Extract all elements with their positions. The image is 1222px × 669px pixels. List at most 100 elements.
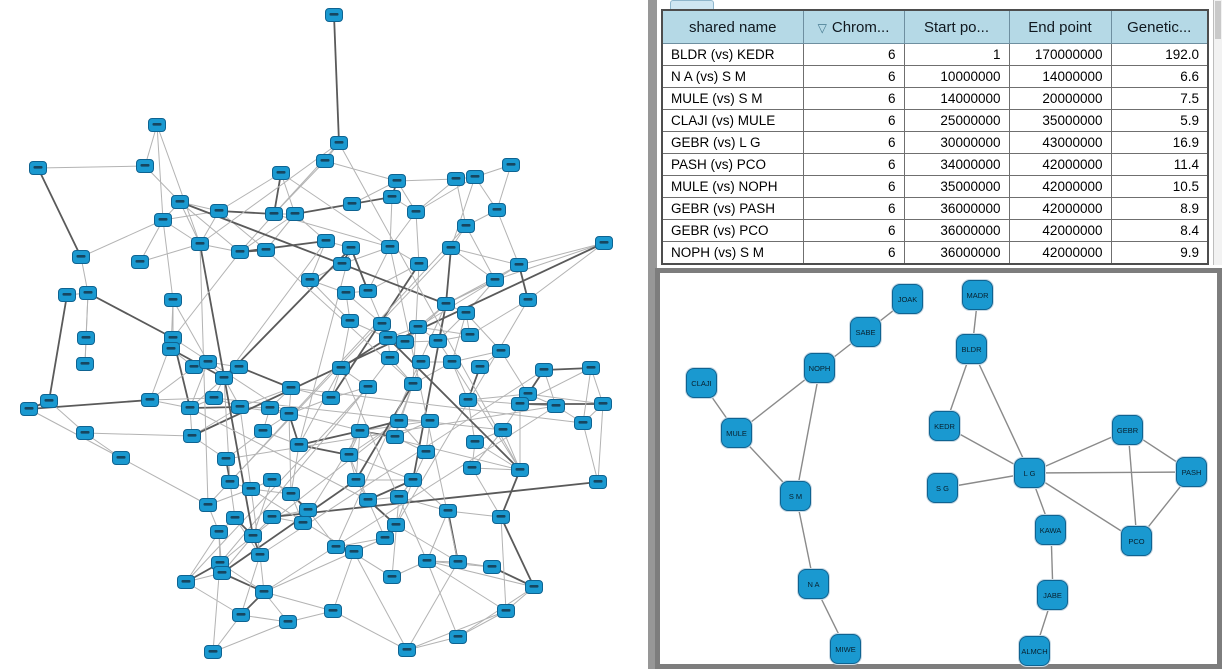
network-node-SABE[interactable]: SABE bbox=[850, 317, 881, 347]
column-header-0[interactable]: shared name bbox=[661, 9, 804, 44]
graph-node-label bbox=[383, 336, 393, 339]
graph-node-label bbox=[219, 376, 229, 379]
network-node-MULE[interactable]: MULE bbox=[721, 418, 752, 448]
network-node-MIWE[interactable]: MIWE bbox=[830, 634, 861, 664]
network-node-MADR[interactable]: MADR bbox=[962, 280, 993, 310]
graph-node-label bbox=[451, 177, 461, 180]
table-row[interactable]: GEBR (vs) L G 6 30000000 43000000 16.9 bbox=[661, 131, 1209, 154]
network-node-ALMCH[interactable]: ALMCH bbox=[1019, 636, 1050, 666]
table-row[interactable]: BLDR (vs) KEDR 6 1 170000000 192.0 bbox=[661, 43, 1209, 66]
network-node-KEDR[interactable]: KEDR bbox=[929, 411, 960, 441]
table-cell: 6 bbox=[802, 241, 905, 265]
network-node-JABE[interactable]: JABE bbox=[1037, 580, 1068, 610]
column-header-2[interactable]: Start po... bbox=[903, 9, 1010, 44]
graph-node-label bbox=[578, 421, 588, 424]
column-header-1[interactable]: ▽ Chrom... bbox=[802, 9, 905, 44]
scrollbar-thumb[interactable] bbox=[1215, 1, 1221, 39]
graph-node-label bbox=[230, 516, 240, 519]
network-node-label: JOAK bbox=[897, 294, 918, 304]
table-cell: 192.0 bbox=[1110, 43, 1209, 66]
network-node-LG[interactable]: L G bbox=[1014, 458, 1045, 488]
network-edge-LG-PCO[interactable] bbox=[1029, 472, 1138, 542]
graph-node-label bbox=[80, 362, 90, 365]
network-node-BLDR[interactable]: BLDR bbox=[956, 334, 987, 364]
graph-node-label bbox=[475, 365, 485, 368]
network-node-CLAJI[interactable]: CLAJI bbox=[686, 368, 717, 398]
graph-edge bbox=[394, 383, 414, 438]
table-row[interactable]: GEBR (vs) PCO 6 36000000 42000000 8.4 bbox=[661, 219, 1209, 242]
network-node-NOPH[interactable]: NOPH bbox=[804, 353, 835, 383]
graph-node-label bbox=[246, 487, 256, 490]
graph-edge bbox=[156, 124, 201, 245]
graph-edge bbox=[239, 240, 327, 253]
graph-edge bbox=[252, 479, 273, 537]
network-node-label: L G bbox=[1023, 468, 1036, 478]
graph-node-label bbox=[158, 218, 168, 221]
graph-edge bbox=[391, 496, 400, 578]
graph-node-label bbox=[24, 407, 34, 410]
column-header-4[interactable]: Genetic... bbox=[1110, 9, 1209, 44]
table-row[interactable]: PASH (vs) PCO 6 34000000 42000000 11.4 bbox=[661, 153, 1209, 176]
network-node-PCO[interactable]: PCO bbox=[1121, 526, 1152, 556]
graph-node-label bbox=[341, 291, 351, 294]
network-edge-NOPH-SM[interactable] bbox=[795, 367, 821, 497]
table-cell: 6 bbox=[802, 43, 905, 66]
table-row[interactable]: N A (vs) S M 6 10000000 14000000 6.6 bbox=[661, 65, 1209, 88]
graph-node-label bbox=[215, 561, 225, 564]
table-row[interactable]: MULE (vs) S M 6 14000000 20000000 7.5 bbox=[661, 87, 1209, 110]
table-row[interactable]: GEBR (vs) PASH 6 36000000 42000000 8.9 bbox=[661, 197, 1209, 220]
network-node-KAWA[interactable]: KAWA bbox=[1035, 515, 1066, 545]
graph-node-label bbox=[551, 404, 561, 407]
graph-node-label bbox=[390, 435, 400, 438]
network-edge-LG-PASH[interactable] bbox=[1029, 471, 1193, 474]
graph-edge bbox=[263, 537, 386, 593]
table-row[interactable]: NOPH (vs) S M 6 36000000 42000000 9.9 bbox=[661, 241, 1209, 265]
network-node-label: GEBR bbox=[1116, 425, 1139, 435]
table-tab[interactable] bbox=[670, 0, 714, 9]
large-network-canvas[interactable] bbox=[0, 0, 648, 669]
graph-edge bbox=[415, 176, 476, 213]
table-scrollbar[interactable] bbox=[1213, 0, 1222, 265]
network-node-GEBR[interactable]: GEBR bbox=[1112, 415, 1143, 445]
network-node-PASH[interactable]: PASH bbox=[1176, 457, 1207, 487]
graph-node-label bbox=[187, 434, 197, 437]
network-node-SG[interactable]: S G bbox=[927, 473, 958, 503]
graph-node-label bbox=[506, 163, 516, 166]
graph-node-label bbox=[329, 13, 339, 16]
network-node-SM[interactable]: S M bbox=[780, 481, 811, 511]
table-row[interactable]: MULE (vs) NOPH 6 35000000 42000000 10.5 bbox=[661, 175, 1209, 198]
graph-node-label bbox=[214, 209, 224, 212]
network-node-JOAK[interactable]: JOAK bbox=[892, 284, 923, 314]
graph-node-label bbox=[422, 559, 432, 562]
network-node-NA[interactable]: N A bbox=[798, 569, 829, 599]
graph-node-label bbox=[181, 580, 191, 583]
graph-node-label bbox=[391, 523, 401, 526]
graph-edge bbox=[294, 203, 353, 215]
graph-node-label bbox=[336, 366, 346, 369]
graph-node-label bbox=[286, 492, 296, 495]
graph-node-label bbox=[80, 431, 90, 434]
graph-node-label bbox=[235, 250, 245, 253]
graph-edge bbox=[162, 219, 174, 301]
network-edge-LG-GEBR[interactable] bbox=[1029, 429, 1129, 474]
network-node-label: PCO bbox=[1128, 536, 1145, 546]
network-node-label: S G bbox=[936, 483, 949, 493]
column-header-label: End point bbox=[1028, 18, 1092, 36]
table-cell: GEBR (vs) PCO bbox=[661, 219, 804, 242]
main-network-panel[interactable] bbox=[0, 0, 648, 669]
network-edge-BLDR-LG[interactable] bbox=[971, 348, 1031, 474]
table-cell: 1 bbox=[903, 43, 1010, 66]
graph-edge bbox=[298, 430, 361, 446]
graph-node-label bbox=[276, 171, 286, 174]
graph-edge bbox=[156, 124, 164, 221]
graph-node-label bbox=[463, 398, 473, 401]
column-header-3[interactable]: End point bbox=[1008, 9, 1112, 44]
network-edge-GEBR-PCO[interactable] bbox=[1127, 429, 1138, 542]
graph-node-label bbox=[441, 302, 451, 305]
table-cell: NOPH (vs) S M bbox=[661, 241, 804, 265]
graph-edge bbox=[457, 586, 535, 638]
graph-edge bbox=[426, 560, 535, 588]
filtered-network-panel[interactable]: JOAK MADR SABE NOPH BLDR CLAJI MULE KEDR GEBR L G… bbox=[655, 268, 1222, 669]
table-row[interactable]: CLAJI (vs) MULE 6 25000000 35000000 5.9 bbox=[661, 109, 1209, 132]
graph-edge bbox=[426, 560, 459, 638]
